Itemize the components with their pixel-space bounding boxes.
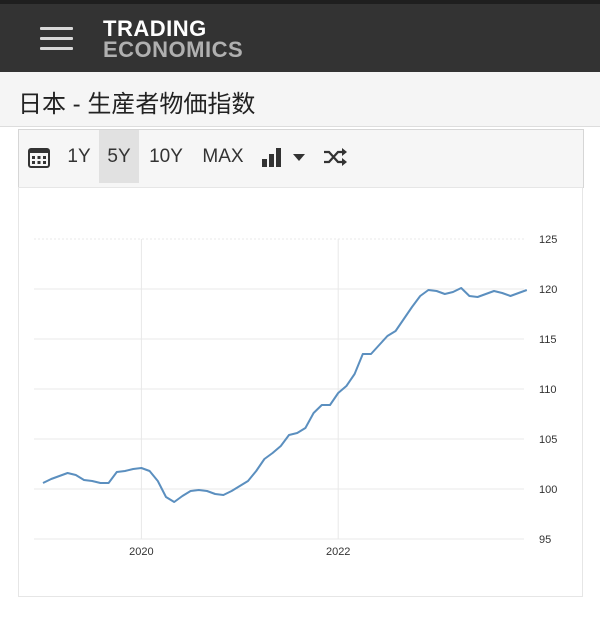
y-tick-label: 115 bbox=[539, 334, 557, 346]
logo-line-2: ECONOMICS bbox=[103, 37, 244, 62]
y-tick-label: 95 bbox=[539, 534, 551, 546]
chart-container: 95 100 105 110 115 120 125 2020 2022 bbox=[18, 187, 583, 597]
range-5y-button[interactable]: 5Y bbox=[99, 130, 139, 183]
top-navigation-bar: TRADING ECONOMICS bbox=[0, 0, 600, 72]
x-tick-label: 2020 bbox=[129, 546, 153, 558]
range-1y-button[interactable]: 1Y bbox=[67, 146, 91, 167]
page-title-bar: 日本 - 生産者物価指数 bbox=[0, 72, 600, 127]
calendar-icon[interactable] bbox=[24, 130, 54, 183]
range-10y-button[interactable]: 10Y bbox=[149, 146, 183, 167]
y-tick-label: 110 bbox=[539, 384, 557, 396]
caret-down-icon[interactable] bbox=[289, 130, 309, 183]
trading-economics-logo[interactable]: TRADING ECONOMICS bbox=[103, 16, 244, 62]
shuffle-icon[interactable] bbox=[319, 130, 351, 183]
logo-line-1: TRADING bbox=[103, 16, 207, 41]
y-tick-label: 120 bbox=[539, 284, 557, 296]
y-tick-label: 100 bbox=[539, 484, 557, 496]
hamburger-menu-icon[interactable] bbox=[38, 25, 78, 53]
cropped-edge bbox=[0, 0, 600, 4]
chart-toolbar: 1Y 5Y 10Y MAX bbox=[18, 129, 584, 188]
y-tick-label: 125 bbox=[539, 234, 557, 246]
x-tick-label: 2022 bbox=[326, 546, 350, 558]
y-tick-label: 105 bbox=[539, 434, 557, 446]
series-line bbox=[42, 287, 528, 503]
bar-chart-icon[interactable] bbox=[259, 130, 285, 183]
page-title: 日本 - 生産者物価指数 bbox=[18, 91, 256, 118]
range-max-button[interactable]: MAX bbox=[202, 146, 244, 167]
ppi-line-chart: 95 100 105 110 115 120 125 2020 2022 bbox=[34, 234, 557, 558]
